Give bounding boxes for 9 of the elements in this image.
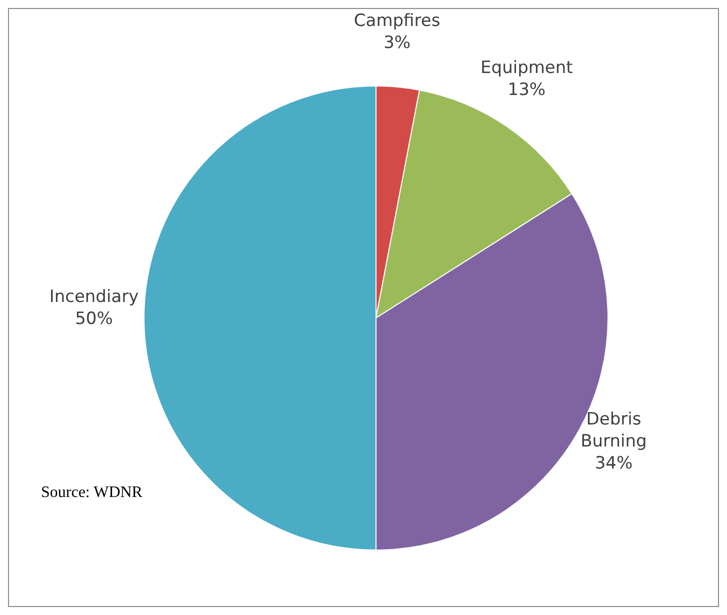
slice-label: Campfires bbox=[354, 11, 440, 32]
data-label: 50% bbox=[75, 309, 113, 329]
data-label: 34% bbox=[594, 453, 633, 474]
data-label: 3% bbox=[384, 33, 411, 54]
source-note: Source: WDNR bbox=[41, 484, 142, 502]
slice-label: Debris Burning bbox=[580, 409, 647, 452]
slice-label: Equipment bbox=[480, 58, 574, 78]
data-label: 13% bbox=[508, 80, 546, 100]
slice-label: Incendiary bbox=[49, 287, 139, 307]
